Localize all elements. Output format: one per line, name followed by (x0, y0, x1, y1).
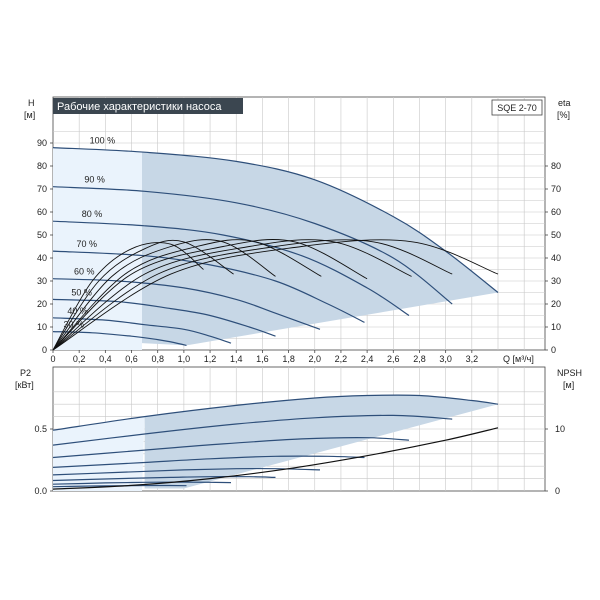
npsh-tick-label: 10 (555, 424, 565, 434)
x-tick-label: 3,0 (439, 354, 452, 364)
npsh-axis-label: NPSH (557, 368, 582, 378)
x-tick-label: 2,0 (309, 354, 322, 364)
head-operating-area (53, 147, 498, 350)
npsh-line (52, 427, 499, 490)
x-tick-label: 1,2 (204, 354, 217, 364)
speed-label: 30 % (63, 320, 84, 330)
speed-label: 40 % (67, 306, 88, 316)
power-curve (52, 481, 232, 485)
efficiency-curve (52, 239, 368, 351)
x-tick-label: 3,2 (466, 354, 479, 364)
x-tick-label: 1,6 (256, 354, 269, 364)
efficiency-curve (52, 239, 234, 351)
efficiency-curve (52, 239, 453, 351)
efficiency-curve (52, 239, 276, 351)
chart-title: Рабочие характеристики насоса (57, 101, 222, 113)
npsh-curve (52, 427, 499, 490)
head-tick-label: 80 (37, 161, 47, 171)
head-tick-label: 70 (37, 184, 47, 194)
efficiency-curve (52, 239, 499, 351)
power-curve (52, 476, 276, 482)
speed-label: 100 % (90, 136, 116, 146)
eta-tick-label: 0 (551, 345, 556, 355)
power-chart-ticks: 0.0 0.5 0 10 (34, 424, 565, 496)
x-tick-label: 2,4 (361, 354, 374, 364)
speed-label: 50 % (71, 287, 92, 297)
x-tick-label: 1,4 (230, 354, 243, 364)
model-label: SQE 2-70 (497, 103, 537, 113)
power-curve (52, 437, 410, 459)
head-tick-label: 50 (37, 230, 47, 240)
head-curve (52, 331, 187, 346)
head-tick-label: 30 (37, 276, 47, 286)
power-axis-label: P2 (20, 368, 31, 378)
eta-tick-label: 60 (551, 207, 561, 217)
npsh-tick-label: 0 (555, 486, 560, 496)
x-tick-label: 1,8 (282, 354, 295, 364)
x-tick-label: 0 (50, 354, 55, 364)
eta-tick-label: 80 (551, 161, 561, 171)
eta-tick-label: 70 (551, 184, 561, 194)
speed-label: 70 % (77, 239, 98, 249)
power-axis-unit: [кВт] (15, 380, 34, 390)
power-curve (52, 414, 453, 446)
speed-labels: 100 % 90 % 80 % 70 % 60 % 50 % 40 % 30 % (63, 136, 115, 330)
efficiency-curve (52, 242, 204, 351)
flow-axis-label: Q [м³/ч] (503, 354, 534, 364)
model-box (491, 99, 543, 116)
power-curve (52, 467, 321, 476)
eta-tick-label: 30 (551, 276, 561, 286)
head-axis-unit: [м] (24, 110, 35, 120)
eta-tick-label: 40 (551, 253, 561, 263)
power-tick-label: 0.0 (34, 486, 47, 496)
head-curve (52, 317, 232, 344)
x-tick-label: 2,2 (335, 354, 348, 364)
head-curve (52, 250, 365, 323)
head-curve (52, 186, 453, 305)
x-tick-label: 0,6 (125, 354, 138, 364)
power-tick-label: 0.5 (34, 424, 47, 434)
head-tick-label: 10 (37, 322, 47, 332)
x-tick-label: 1,0 (178, 354, 191, 364)
power-curve (52, 455, 365, 468)
speed-label: 80 % (82, 209, 103, 219)
eta-tick-label: 20 (551, 299, 561, 309)
head-axis-label: H (28, 98, 35, 108)
speed-label: 60 % (74, 267, 95, 277)
head-tick-label: 0 (42, 345, 47, 355)
speed-label: 90 % (84, 175, 105, 185)
npsh-axis-unit: [м] (563, 380, 574, 390)
head-tick-label: 90 (37, 138, 47, 148)
x-tick-label: 0,8 (151, 354, 164, 364)
eta-tick-label: 50 (551, 230, 561, 240)
efficiency-curves (52, 239, 499, 351)
eta-axis-unit: [%] (557, 110, 570, 120)
operating-zone (142, 151, 498, 346)
x-tick-label: 2,6 (387, 354, 400, 364)
eta-tick-label: 10 (551, 322, 561, 332)
head-tick-label: 20 (37, 299, 47, 309)
eta-axis-label: eta (558, 98, 571, 108)
power-curves (52, 394, 499, 488)
efficiency-curve (52, 239, 412, 351)
power-operating-zone (144, 395, 498, 489)
x-tick-label: 2,8 (413, 354, 426, 364)
head-chart-ticks: 0 0,2 0,4 0,6 0,8 1,0 1,2 1,4 1,6 1,8 2,0 2,2 2,4 2,6… (37, 138, 561, 364)
head-tick-label: 60 (37, 207, 47, 217)
x-tick-label: 0,2 (73, 354, 86, 364)
title-box (53, 98, 243, 114)
power-curve (52, 394, 499, 431)
head-tick-label: 40 (37, 253, 47, 263)
x-tick-label: 0,4 (99, 354, 112, 364)
